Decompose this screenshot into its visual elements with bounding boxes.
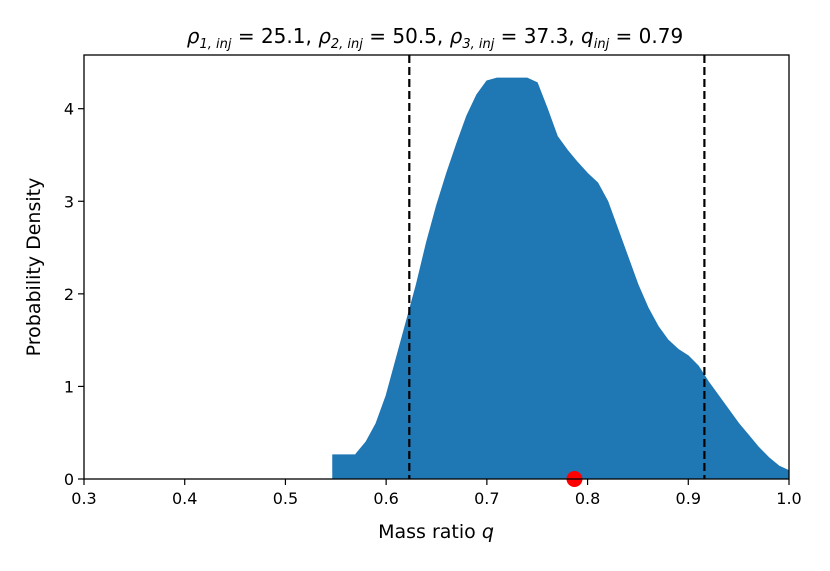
title-rho1-subscript: 1, inj [199,37,231,52]
plot-frame [83,54,790,480]
x-tick-label: 1.0 [776,489,801,508]
y-axis-ticks: 0 1 2 3 4 [64,100,84,489]
title-q-symbol: q [581,24,594,48]
y-tick-label: 4 [64,100,74,119]
title-rho2-value: = 50.5, [363,24,450,48]
x-tick-label: 0.8 [575,489,600,508]
title-rho3-value: = 37.3, [494,24,581,48]
x-tick-label: 0.9 [676,489,701,508]
y-tick-label: 1 [64,377,74,396]
plot-area [83,54,790,487]
title-rho3-symbol: ρ [450,24,463,48]
histogram-area-0 [332,77,790,480]
title-rho3-subscript: 3, inj [462,37,494,52]
chart-title: ρ1, inj = 25.1, ρ2, inj = 50.5, ρ3, inj … [187,24,683,52]
x-tick-label: 0.4 [172,489,197,508]
x-axis-ticks: 0.3 0.4 0.5 0.6 0.7 0.8 0.9 1.0 [71,479,802,508]
x-tick-label: 0.5 [273,489,298,508]
title-rho2-subscript: 2, inj [331,37,363,52]
vline-layer [408,55,706,479]
y-tick-label: 0 [64,470,74,489]
x-tick-label: 0.3 [71,489,96,508]
x-tick-label: 0.6 [373,489,398,508]
title-rho1-symbol: ρ [187,24,200,48]
y-tick-label: 2 [64,285,74,304]
title-q-subscript: inj [594,37,610,52]
title-rho1-value: = 25.1, [231,24,318,48]
x-axis-label: Mass ratio q [378,521,494,543]
x-axis-label-symbol: q [482,521,494,543]
x-tick-label: 0.7 [474,489,499,508]
series-layer [332,77,790,480]
y-tick-label: 3 [64,192,74,211]
x-axis-label-text: Mass ratio [378,521,482,543]
title-q-value: = 0.79 [609,24,683,48]
y-axis-label: Probability Density [23,178,45,357]
title-rho2-symbol: ρ [318,24,331,48]
